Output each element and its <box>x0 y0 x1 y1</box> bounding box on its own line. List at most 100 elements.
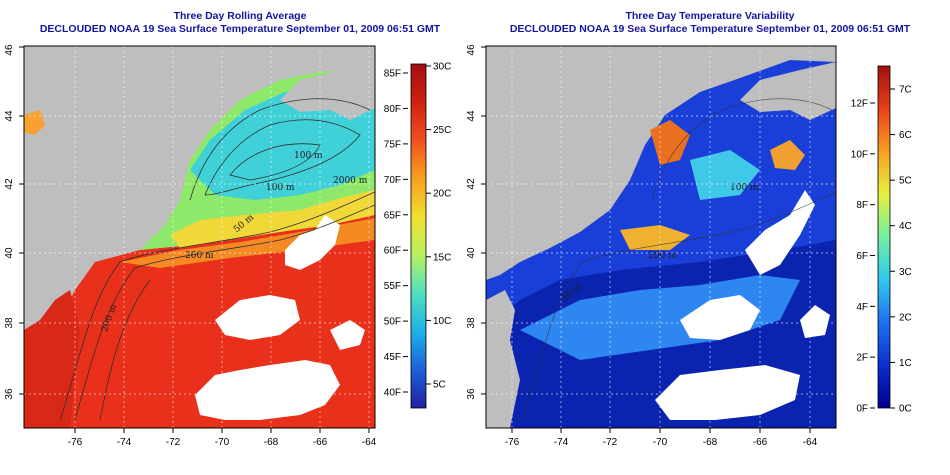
right-var-mid <box>690 150 760 200</box>
right-colorbar-c-label: 3C <box>899 267 912 278</box>
right-map-frame <box>485 45 837 429</box>
left-colorbar-f-label: 60F <box>384 246 401 257</box>
right-colorbar-fahrenheit-labels: 12F 10F 8F 6F 4F 2F 0F <box>851 99 875 415</box>
left-cloud-4 <box>330 320 365 350</box>
right-x-tick-label: -70 <box>653 437 668 448</box>
contour-label-100m-a: 100 m <box>294 151 323 161</box>
right-colorbar-f-label: 8F <box>856 200 868 211</box>
left-colorbar-f-label: 85F <box>384 69 401 80</box>
contour-label-200m: 200 m <box>185 251 214 261</box>
right-y-tick-label: 38 <box>466 317 477 329</box>
right-colorbar-f-label: 10F <box>851 149 868 160</box>
left-colorbar-bar <box>410 63 427 409</box>
left-y-tick-label: 36 <box>4 388 15 400</box>
left-cloud-3 <box>195 360 340 420</box>
left-map-title-line1: Three Day Rolling Average <box>173 10 307 22</box>
right-land-newengland <box>486 46 836 280</box>
right-y-tick-label: 44 <box>466 110 477 122</box>
right-colorbar-c-label: 1C <box>899 358 912 369</box>
left-land-newengland <box>24 46 375 280</box>
right-x-tick-label: -68 <box>703 437 718 448</box>
left-colorbar-f-label: 75F <box>384 139 401 150</box>
right-colorbar-c-label: 5C <box>899 176 912 187</box>
right-var-high-2 <box>770 140 805 170</box>
left-x-tick-label: -66 <box>313 437 328 448</box>
right-colorbar-c-label: 4C <box>899 221 912 232</box>
right-colorbar-f-label: 6F <box>856 251 868 262</box>
right-y-tick-label: 42 <box>466 178 477 190</box>
right-colorbar-c-label: 2C <box>899 312 912 323</box>
left-colorbar-celsius-labels: 30C 25C 20C 15C 10C 5C <box>426 62 451 391</box>
left-x-tick-label: -64 <box>362 437 377 448</box>
left-colorbar: 85F 80F 75F 70F 65F 60F 55F 50F 45F 40F 30C 25C 20C… <box>384 62 451 409</box>
contour-label-100m-b: 100 m <box>266 183 295 193</box>
right-y-tick-label: 36 <box>466 388 477 400</box>
left-x-tick-label: -76 <box>68 437 83 448</box>
right-x-tick-label: -74 <box>554 437 569 448</box>
left-colorbar-f-label: 55F <box>384 281 401 292</box>
right-colorbar-celsius-labels: 7C 6C 5C 4C 3C 2C 1C 0C <box>890 85 912 415</box>
left-cloud-2 <box>215 295 300 340</box>
left-y-tick-label: 46 <box>4 44 15 56</box>
right-x-tick-label: -66 <box>753 437 768 448</box>
right-map-title-line1: Three Day Temperature Variability <box>625 10 795 22</box>
left-colorbar-f-label: 45F <box>384 352 401 363</box>
left-colorbar-c-label: 5C <box>433 380 446 391</box>
right-colorbar: 12F 10F 8F 6F 4F 2F 0F 7C 6C 5C 4C 3C 2C 1C 0C <box>851 65 912 415</box>
right-cloud-3 <box>655 365 800 420</box>
right-variability-map: 100 m 200 m 50 m <box>486 46 836 428</box>
right-colorbar-f-label: 0F <box>856 404 868 415</box>
left-map-title-line2: DECLOUDED NOAA 19 Sea Surface Temperatur… <box>39 23 441 35</box>
right-colorbar-f-label: 2F <box>856 353 868 364</box>
left-ocean-cold <box>190 90 375 200</box>
right-land-novascotia <box>740 62 836 120</box>
right-contours <box>521 98 836 421</box>
left-colorbar-fahrenheit-labels: 85F 80F 75F 70F 65F 60F 55F 50F 45F 40F <box>384 69 408 399</box>
left-colorbar-c-label: 25C <box>433 125 451 136</box>
left-y-tick-label: 42 <box>4 178 15 190</box>
contour-label-200m: 200 m <box>648 251 677 261</box>
left-y-tick-label: 38 <box>4 317 15 329</box>
left-x-tick-label: -68 <box>264 437 279 448</box>
right-cloud-1 <box>745 190 815 275</box>
right-map-title: Three Day Temperature Variability DECLOU… <box>470 10 950 36</box>
right-land-coast <box>486 290 520 428</box>
left-land-novascotia <box>280 62 375 120</box>
left-x-tick-label: -70 <box>215 437 230 448</box>
left-map-title: Three Day Rolling Average DECLOUDED NOAA… <box>0 10 480 36</box>
right-grid <box>486 46 836 428</box>
left-ocean-coastal <box>24 290 80 428</box>
left-y-tick-label: 40 <box>4 247 15 259</box>
right-colorbar-f-label: 12F <box>851 99 868 110</box>
right-colorbar-c-label: 7C <box>899 85 912 96</box>
right-map-title-line2: DECLOUDED NOAA 19 Sea Surface Temperatur… <box>509 23 911 35</box>
left-colorbar-c-label: 20C <box>433 189 451 200</box>
right-colorbar-f-label: 4F <box>856 302 868 313</box>
left-y-tick-label: 44 <box>4 110 15 122</box>
left-map-frame <box>23 45 376 429</box>
left-x-tick-label: -72 <box>166 437 181 448</box>
left-contours <box>59 98 375 421</box>
right-x-tick-label: -72 <box>603 437 618 448</box>
right-x-axis: -76 -74 -72 -70 -68 -66 -64 <box>505 428 818 448</box>
right-x-tick-label: -76 <box>505 437 520 448</box>
contour-label-2000m: 2000 m <box>333 176 368 186</box>
left-colorbar-f-label: 50F <box>384 317 401 328</box>
right-colorbar-c-label: 0C <box>899 404 912 415</box>
right-cloud-2 <box>680 295 760 340</box>
left-colorbar-f-label: 65F <box>384 210 401 221</box>
right-y-tick-label: 46 <box>466 44 477 56</box>
left-colorbar-c-label: 10C <box>433 316 451 327</box>
left-colorbar-c-label: 30C <box>433 62 451 73</box>
left-colorbar-c-label: 15C <box>433 252 451 263</box>
right-colorbar-bar <box>877 65 891 409</box>
left-ocean-yellow <box>170 190 375 248</box>
left-x-axis: -76 -74 -72 -70 -68 -66 -64 <box>68 428 377 448</box>
left-colorbar-f-label: 70F <box>384 175 401 186</box>
left-colorbar-f-label: 80F <box>384 104 401 115</box>
right-y-tick-label: 40 <box>466 247 477 259</box>
left-sst-map: 100 m 100 m 2000 m 200 m 50 m 200 m <box>24 46 375 428</box>
left-colorbar-f-label: 40F <box>384 388 401 399</box>
left-cloud-1 <box>285 215 340 270</box>
